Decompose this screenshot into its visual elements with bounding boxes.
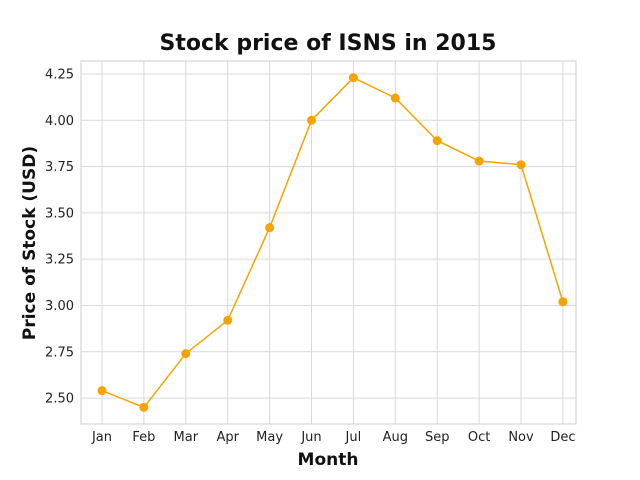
data-point: [139, 402, 149, 412]
x-tick-label: Mar: [174, 430, 199, 445]
x-tick-label: Aug: [383, 430, 408, 445]
series-line: [101, 76, 564, 409]
y-tick-label: 3.50: [45, 206, 74, 221]
y-tick-label: 2.75: [45, 345, 74, 360]
series-layer: [97, 73, 568, 412]
y-axis-ticks: 2.50 2.75 3.00 3.25 3.50 3.75 4.00 4.25: [45, 67, 74, 406]
x-tick-label: Dec: [550, 430, 575, 445]
y-tick-label: 3.75: [45, 160, 74, 175]
data-point: [390, 93, 400, 103]
x-axis-label: Month: [298, 450, 359, 470]
data-point: [432, 136, 442, 146]
data-point: [97, 386, 107, 396]
data-point: [181, 349, 191, 359]
y-tick-label: 3.25: [45, 253, 74, 268]
y-tick-label: 3.00: [45, 299, 74, 314]
x-axis-ticks: Jan Feb Mar Apr May Jun Jul Aug Sep Oct Nov Dec: [91, 430, 576, 445]
y-tick-label: 2.50: [45, 392, 74, 407]
x-tick-label: Oct: [468, 430, 490, 445]
data-point: [223, 315, 233, 325]
data-point: [474, 156, 484, 166]
x-tick-label: Jan: [91, 430, 112, 445]
chart-title: Stock price of ISNS in 2015: [160, 31, 497, 56]
x-tick-label: May: [256, 430, 283, 445]
data-point: [265, 223, 275, 233]
data-point: [558, 297, 568, 307]
data-point: [348, 73, 358, 83]
x-tick-label: Apr: [216, 430, 239, 445]
x-tick-label: Jul: [345, 430, 362, 445]
plot-frame: [80, 60, 577, 425]
x-tick-label: Jun: [300, 430, 321, 445]
data-point: [307, 115, 316, 125]
y-tick-label: 4.25: [45, 67, 74, 82]
x-tick-label: Sep: [425, 430, 450, 445]
grid-lines: [81, 61, 576, 424]
data-point: [516, 160, 526, 170]
y-tick-label: 4.00: [45, 114, 74, 129]
x-tick-label: Feb: [132, 430, 155, 445]
y-axis-label: Price of Stock (USD): [20, 146, 40, 340]
x-tick-label: Nov: [508, 430, 534, 445]
